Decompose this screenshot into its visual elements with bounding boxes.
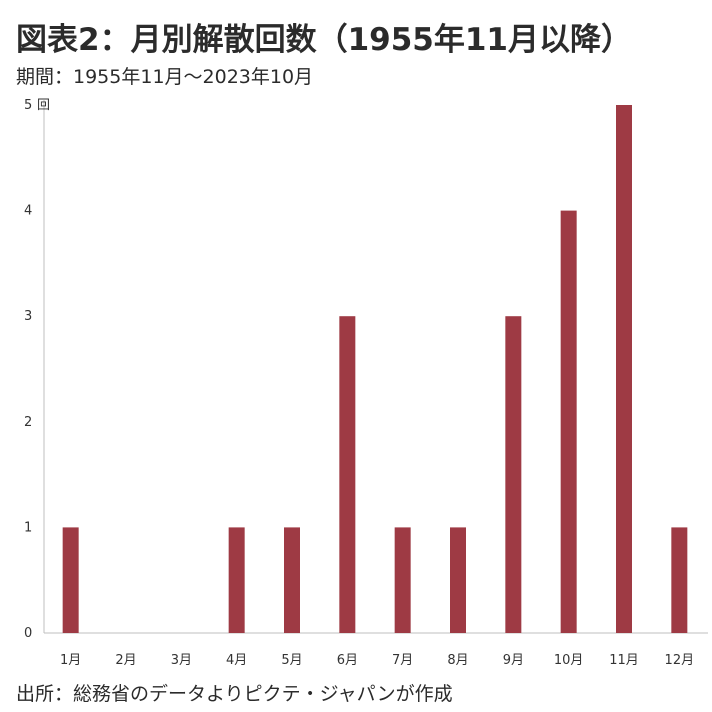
x-tick-label: 3月	[171, 653, 192, 668]
chart-source: 出所：総務省のデータよりピクテ・ジャパンが作成	[16, 683, 453, 705]
y-tick-label: 4	[24, 204, 32, 219]
x-tick-label: 6月	[337, 653, 358, 668]
x-tick-label: 12月	[665, 653, 695, 668]
x-tick-label: 9月	[503, 653, 524, 668]
bar	[339, 316, 356, 633]
x-tick-label: 4月	[226, 653, 247, 668]
x-tick-label: 7月	[392, 653, 413, 668]
bar	[394, 527, 411, 633]
x-tick-label: 1月	[60, 653, 81, 668]
chart-subtitle: 期間：1955年11月～2023年10月	[16, 66, 314, 88]
bar	[284, 527, 300, 633]
x-axis: 1月 2月 3月 4月 5月 6月 7月 8月 9月 10月 11月 12月	[44, 632, 708, 668]
bar	[62, 527, 79, 633]
x-tick-label: 2月	[115, 653, 136, 668]
bar	[616, 105, 632, 633]
y-axis-unit-label: 回	[37, 98, 50, 113]
bar	[450, 527, 466, 633]
y-tick-label: 0	[24, 626, 32, 641]
chart-title: 図表2：月別解散回数（1955年11月以降）	[16, 22, 632, 58]
x-tick-label: 11月	[609, 653, 639, 668]
bar	[228, 527, 245, 633]
y-tick-label: 2	[24, 415, 32, 430]
x-tick-label: 5月	[281, 653, 302, 668]
y-tick-label: 3	[24, 309, 32, 324]
x-tick-label: 10月	[554, 653, 584, 668]
x-tick-label: 8月	[447, 653, 468, 668]
y-tick-label: 5	[24, 98, 32, 113]
bar	[505, 316, 522, 633]
y-tick-label: 1	[24, 520, 32, 535]
bar	[671, 527, 688, 633]
bar	[560, 210, 577, 633]
bars	[62, 105, 688, 633]
y-axis: 0 1 2 3 4 5 回	[24, 98, 50, 641]
